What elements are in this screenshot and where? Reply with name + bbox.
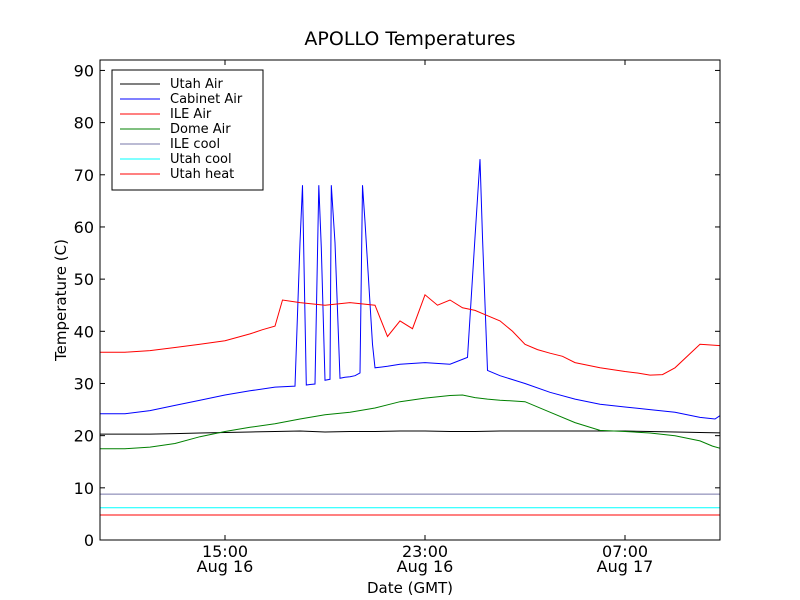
y-tick-label: 40	[74, 322, 94, 341]
y-axis: 0 10 20 30 40 50 60 70 80 90	[74, 61, 720, 550]
legend-label-ile-cool: ILE cool	[170, 137, 220, 152]
x-tick-label-time: 23:00	[402, 542, 448, 561]
y-tick-label: 30	[74, 374, 94, 393]
legend-box	[111, 69, 264, 191]
y-tick-label: 90	[74, 61, 94, 80]
x-tick-label-date: Aug 16	[197, 557, 254, 576]
y-tick-label: 80	[74, 114, 94, 133]
chart-title: APOLLO Temperatures	[304, 28, 515, 50]
series-line-dome-air	[100, 394, 720, 450]
y-tick-label: 70	[74, 166, 94, 185]
y-axis-label: Temperature (C)	[52, 239, 70, 362]
x-tick-label-time: 15:00	[202, 542, 248, 561]
series-line-utah-air	[100, 430, 720, 435]
series-line-ile-air	[100, 293, 720, 376]
series-line-cabinet-air	[100, 159, 720, 420]
x-tick-label-date: Aug 17	[597, 557, 654, 576]
y-tick-label: 50	[74, 270, 94, 289]
y-tick-label: 10	[74, 479, 94, 498]
legend-label-utah-cool: Utah cool	[170, 152, 232, 167]
x-tick-label-date: Aug 16	[397, 557, 454, 576]
y-tick-label: 0	[84, 531, 94, 550]
legend-label-ile-air: ILE Air	[170, 107, 212, 122]
x-axis-label: Date (GMT)	[367, 579, 453, 597]
legend-label-dome-air: Dome Air	[170, 122, 231, 137]
y-tick-label: 60	[74, 218, 94, 237]
x-tick-label-time: 07:00	[602, 542, 648, 561]
legend-label-utah-heat: Utah heat	[170, 167, 234, 182]
legend-label-utah-air: Utah Air	[170, 77, 223, 92]
series-layer	[100, 159, 720, 516]
y-tick-label: 20	[74, 427, 94, 446]
plot-frame	[99, 59, 721, 541]
legend-label-cabinet-air: Cabinet Air	[170, 92, 243, 107]
